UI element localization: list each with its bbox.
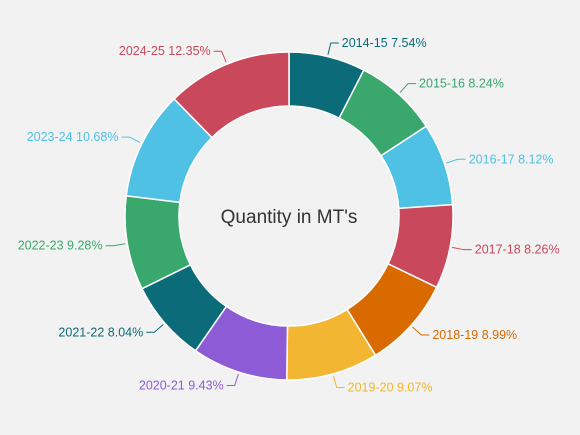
data-label-2017-18: 2017-18 8.26%	[475, 243, 560, 257]
leader-line-2024-25	[213, 50, 227, 63]
data-label-2015-16: 2015-16 8.24%	[419, 77, 504, 91]
leader-line-2023-24	[121, 136, 141, 143]
leader-line-2015-16	[399, 83, 417, 93]
data-label-2022-23: 2022-23 9.28%	[18, 239, 103, 253]
slices-layer	[124, 51, 454, 381]
labels-layer: 2014-15 7.54% 2015-16 8.24% 2016-17 8.12% 2…	[18, 36, 560, 395]
leader-line-2017-18	[451, 246, 472, 251]
data-label-2023-24: 2023-24 10.68%	[27, 130, 119, 144]
leader-line-2019-20	[332, 375, 345, 388]
center-label: Quantity in MT's	[221, 207, 358, 228]
data-label-2020-21: 2020-21 9.43%	[139, 379, 224, 393]
data-label-2024-25: 2024-25 12.35%	[119, 44, 211, 58]
data-label-2014-15: 2014-15 7.54%	[342, 36, 427, 50]
slice-2024-25[interactable]	[173, 51, 290, 139]
leader-line-2021-22	[146, 324, 164, 333]
data-label-2019-20: 2019-20 9.07%	[348, 380, 433, 394]
data-label-2021-22: 2021-22 8.04%	[58, 325, 143, 339]
leader-line-2014-15	[327, 42, 339, 55]
data-label-2016-17: 2016-17 8.12%	[469, 152, 554, 166]
leader-line-2016-17	[446, 158, 466, 164]
data-label-2018-19: 2018-19 8.99%	[432, 328, 517, 342]
leader-line-2022-23	[105, 243, 126, 247]
leader-line-2020-21	[226, 373, 239, 387]
leader-line-2018-19	[412, 326, 430, 336]
